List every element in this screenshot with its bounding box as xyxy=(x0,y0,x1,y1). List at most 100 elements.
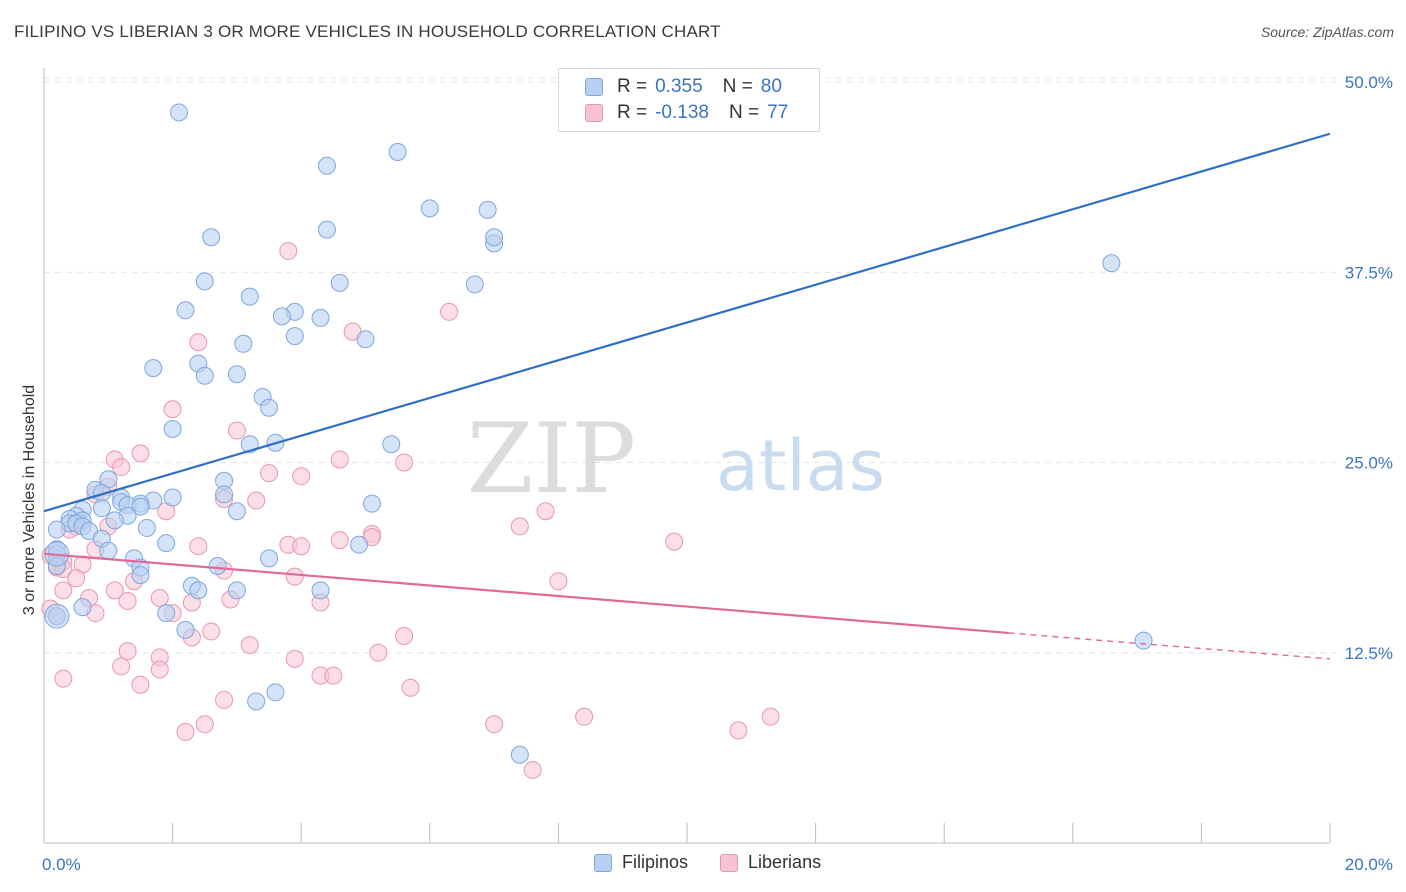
filipino-point xyxy=(227,581,246,600)
liberian-point xyxy=(54,581,73,600)
filipino-point xyxy=(157,534,176,553)
legend-r-value: 0.355 xyxy=(655,76,703,97)
filipino-point xyxy=(176,301,195,320)
filipino-point xyxy=(105,511,124,530)
tick-labels: 12.5% 25.0% 37.5% 50.0% 0.0% 20.0% xyxy=(42,73,1393,874)
filipino-point xyxy=(92,499,111,518)
filipino-point xyxy=(420,199,439,218)
liberian-point xyxy=(536,502,555,521)
stats-legend: R = 0.355 N = 80 R = -0.138 N = 77 xyxy=(558,68,820,132)
watermark-atlas: atlas xyxy=(716,425,885,507)
liberian-point xyxy=(665,532,684,551)
filipino-point xyxy=(44,603,70,629)
trend-lines xyxy=(43,132,1331,660)
filipino-point xyxy=(176,620,195,639)
liberian-point xyxy=(729,721,748,740)
filipinos-series xyxy=(44,103,1153,764)
filipino-point xyxy=(311,581,330,600)
liberian-point xyxy=(440,302,459,321)
filipino-point xyxy=(47,520,66,539)
liberian-point xyxy=(150,660,169,679)
legend-r-label: R = xyxy=(617,102,648,123)
filipino-point xyxy=(465,275,484,294)
y-axis-label: 3 or more Vehicles in Household xyxy=(21,384,38,616)
filipino-point xyxy=(266,683,285,702)
filipino-point xyxy=(227,365,246,384)
liberian-point xyxy=(369,643,388,662)
liberian-point xyxy=(112,657,131,676)
y-tick-label: 37.5% xyxy=(1345,263,1393,282)
x-tick-label: 0.0% xyxy=(42,855,81,874)
gridlines xyxy=(44,77,1338,654)
liberian-point xyxy=(330,531,349,550)
series-legend: Filipinos Liberians xyxy=(594,852,853,873)
legend-n-label: N = xyxy=(722,76,753,97)
legend-r-value: -0.138 xyxy=(655,102,709,123)
filipino-point xyxy=(73,598,92,617)
liberian-point xyxy=(292,537,311,556)
filipino-point xyxy=(382,435,401,454)
filipino-point xyxy=(478,200,497,219)
filipinos-trend-line xyxy=(43,132,1331,513)
filipino-point xyxy=(311,308,330,327)
filipino-point xyxy=(163,420,182,439)
liberian-point xyxy=(575,707,594,726)
legend-swatch-pink xyxy=(720,853,739,872)
legend-swatch-blue xyxy=(585,78,603,96)
filipino-point xyxy=(260,398,279,417)
watermark-zip: ZIP xyxy=(467,403,636,515)
filipino-point xyxy=(195,272,214,291)
legend-n-label: N = xyxy=(728,102,760,123)
filipino-point xyxy=(131,566,150,585)
filipino-point xyxy=(330,273,349,292)
filipino-point xyxy=(99,541,118,560)
y-axis-label-container: 3 or more Vehicles in Household xyxy=(18,300,42,700)
filipino-point xyxy=(260,549,279,568)
liberian-point xyxy=(510,517,529,536)
filipino-point xyxy=(485,228,504,247)
legend-item-filipinos: Filipinos xyxy=(594,852,688,873)
filipino-point xyxy=(163,488,182,507)
liberian-point xyxy=(189,537,208,556)
liberian-point xyxy=(395,453,414,472)
chart-title: FILIPINO VS LIBERIAN 3 OR MORE VEHICLES … xyxy=(14,22,721,41)
filipino-point xyxy=(272,307,291,326)
source-label: Source: ZipAtlas.com xyxy=(1260,24,1394,40)
filipino-point xyxy=(317,220,336,239)
legend-n-value: 77 xyxy=(767,102,789,123)
liberian-point xyxy=(118,592,137,611)
legend-swatch-blue xyxy=(594,853,612,872)
liberian-point xyxy=(401,678,420,697)
liberian-point xyxy=(240,636,259,655)
liberian-point xyxy=(279,241,298,260)
liberian-point xyxy=(215,690,234,709)
liberian-point xyxy=(330,450,349,469)
liberian-point xyxy=(67,569,86,588)
liberian-point xyxy=(395,627,414,646)
filipino-point xyxy=(234,334,253,353)
filipino-point xyxy=(1102,254,1121,273)
liberian-point xyxy=(523,760,542,779)
liberian-point xyxy=(131,444,150,463)
liberians-trend-extension xyxy=(1008,632,1331,660)
filipino-point xyxy=(285,327,304,346)
liberian-point xyxy=(118,642,137,661)
axes xyxy=(43,68,1331,844)
legend-item-liberians: Liberians xyxy=(720,852,821,873)
liberian-point xyxy=(285,649,304,668)
filipino-point xyxy=(510,745,529,764)
filipino-point xyxy=(131,497,150,516)
filipino-point xyxy=(137,518,156,537)
filipino-point xyxy=(195,366,214,385)
liberian-point xyxy=(176,722,195,741)
watermark: ZIP atlas xyxy=(467,403,885,515)
filipino-point xyxy=(240,287,259,306)
filipino-point xyxy=(227,502,246,521)
y-tick-label: 12.5% xyxy=(1345,644,1393,663)
liberian-point xyxy=(163,400,182,419)
legend-n-value: 80 xyxy=(760,76,782,97)
liberian-point xyxy=(260,464,279,483)
filipino-point xyxy=(1134,631,1153,650)
liberian-point xyxy=(112,458,131,477)
